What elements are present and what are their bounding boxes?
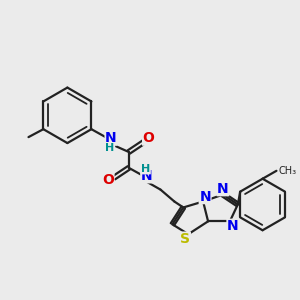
Text: N: N bbox=[105, 131, 117, 145]
Text: H: H bbox=[105, 143, 115, 153]
Text: CH₃: CH₃ bbox=[278, 166, 297, 176]
Text: H: H bbox=[141, 164, 150, 174]
Text: S: S bbox=[180, 232, 190, 246]
Text: N: N bbox=[199, 190, 211, 204]
Text: N: N bbox=[141, 169, 152, 183]
Text: N: N bbox=[217, 182, 229, 196]
Text: O: O bbox=[143, 131, 154, 145]
Text: O: O bbox=[102, 173, 114, 187]
Text: N: N bbox=[227, 219, 239, 233]
